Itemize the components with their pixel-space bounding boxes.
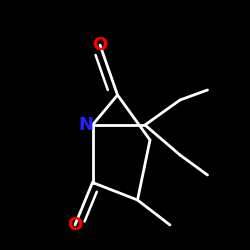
- Text: O: O: [68, 216, 82, 234]
- Text: O: O: [92, 36, 108, 54]
- Text: N: N: [79, 116, 94, 134]
